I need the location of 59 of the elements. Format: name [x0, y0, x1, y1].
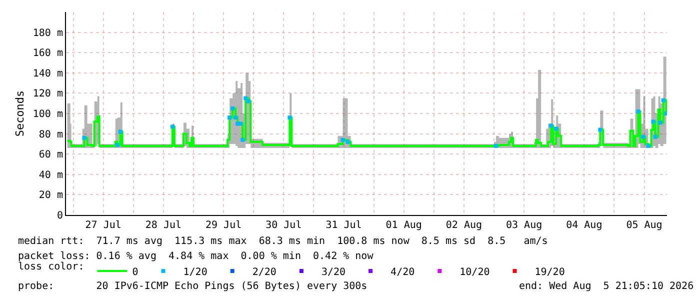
y-axis-title: Seconds: [14, 90, 27, 137]
point: [170, 124, 174, 129]
x-tick-label: 03 Aug: [506, 220, 542, 231]
y-tick-label: 180 m: [32, 28, 63, 39]
point: [549, 124, 554, 128]
legend-label: 10/20: [460, 266, 490, 278]
point: [554, 126, 558, 131]
point: [118, 130, 122, 134]
text: end: Wed Aug 5 21:05:10 2026: [519, 281, 694, 292]
text: packet loss: 0.16 % avg 4.84 % max 0.00 % min 0.42 % now: [18, 251, 374, 262]
point: [661, 98, 666, 102]
point: [664, 112, 667, 116]
point: [598, 128, 602, 132]
text: probe: 20 IPv6-ICMP Echo Pings (56 Bytes) every 300s: [18, 281, 368, 292]
legend-title: loss color:: [18, 262, 84, 272]
point: [234, 116, 238, 120]
legend-label: 4/20: [390, 266, 415, 278]
text: median rtt: 71.7 ms avg 115.3 ms max 68.3 ms min 100.8 ms now 8.5 ms sd 8.5 am/s: [18, 236, 548, 247]
point: [115, 142, 120, 147]
point: [646, 144, 650, 148]
point: [340, 138, 345, 142]
x-tick-label: 01 Aug: [386, 220, 422, 231]
x-tick-label: 30 Jul: [266, 220, 302, 231]
y-tick-label: 0: [56, 210, 63, 222]
x-tick-label: 29 Jul: [205, 220, 242, 231]
x-tick-label: 04 Aug: [566, 220, 602, 231]
point: [641, 134, 646, 139]
point: [288, 116, 292, 120]
point: [230, 106, 235, 110]
x-tick-label: 05 Aug: [626, 220, 662, 231]
point: [658, 120, 662, 125]
legend-label: 19/20: [534, 266, 565, 278]
y-tick-label: 120 m: [32, 88, 63, 100]
point: [651, 120, 656, 124]
point: [82, 136, 86, 140]
y-tick-label: 100 m: [32, 109, 63, 120]
point: [636, 109, 640, 114]
x-tick-label: 28 Jul: [145, 220, 182, 231]
point: [244, 96, 248, 100]
y-tick-label: 80 m: [38, 129, 63, 140]
point: [238, 122, 243, 126]
point: [653, 134, 658, 139]
x-tick-label: 27 Jul: [85, 220, 122, 231]
legend-label: 2/20: [252, 266, 276, 278]
y-tick-label: 40 m: [38, 170, 63, 181]
legend-label: 1/20: [183, 266, 208, 278]
legend-label: 0: [132, 266, 138, 278]
point: [494, 144, 498, 148]
point: [240, 138, 245, 142]
legend-label: 3/20: [321, 266, 346, 278]
x-tick-label: 31 Jul: [326, 220, 362, 231]
y-tick-label: 160 m: [32, 48, 63, 60]
x-tick-label: 02 Aug: [446, 220, 482, 231]
y-tick-label: 140 m: [32, 68, 63, 80]
point: [228, 116, 232, 120]
point: [246, 99, 251, 104]
y-tick-label: 20 m: [38, 190, 63, 202]
point: [346, 140, 350, 144]
y-tick-label: 60 m: [38, 150, 63, 161]
